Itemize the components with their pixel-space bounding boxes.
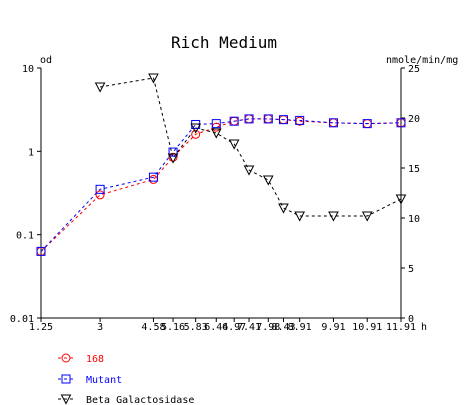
series-1-point: [396, 118, 406, 128]
series-1-point: [95, 184, 105, 194]
series-2-point: [395, 194, 407, 205]
y-left-tick-label: 0.01: [10, 314, 34, 325]
y-right-tick-label: 5: [408, 264, 414, 275]
x-tick-label: 5.16: [161, 322, 185, 333]
series-2-point: [167, 153, 179, 164]
series-1-point: [36, 246, 46, 256]
series-1-point: [362, 119, 372, 129]
y-left-tick-label: 1: [28, 147, 34, 158]
series-1-point: [229, 116, 239, 126]
x-tick-label: 8.43: [271, 322, 295, 333]
legend-label-2: Beta Galactosidase: [86, 395, 194, 405]
x-tick-label: 10.91: [352, 322, 382, 333]
y-right-tick-label: 25: [408, 64, 420, 75]
series-2-point: [361, 211, 373, 222]
x-tick-label: 1.25: [29, 322, 53, 333]
series-2-point: [243, 165, 255, 176]
series-1-point: [295, 115, 305, 125]
series-2-point: [190, 123, 202, 134]
x-tick-label: 3: [97, 322, 103, 333]
series-0-point: [95, 190, 105, 200]
series-2-point: [94, 82, 106, 93]
series-0-point: [168, 152, 178, 162]
x-tick-label: 6.97: [222, 322, 246, 333]
legend-swatch-marker: [61, 353, 71, 363]
series-2-point: [228, 139, 240, 150]
chart-title: Rich Medium: [171, 33, 277, 52]
legend: 168 Mutant Beta Galactosidase: [58, 353, 194, 405]
x-ticks: 1.25 3 4.585.165.836.446.977.417.988.438.9…: [29, 318, 416, 333]
right-y-ticks: 0 5 10 15 20 25: [401, 64, 420, 325]
series-line-2: [100, 77, 402, 217]
series-2-point: [328, 211, 339, 222]
series-2-point: [262, 175, 274, 186]
y-right-tick-label: 0: [408, 314, 414, 325]
y-left-axis-label: od: [40, 55, 52, 66]
series-2-point: [148, 73, 159, 84]
series-0-point: [191, 129, 201, 139]
series-1-point: [278, 115, 288, 125]
x-tick-label: 6.44: [204, 322, 228, 333]
x-tick-label: 8.91: [288, 322, 312, 333]
series-2-point: [210, 128, 222, 139]
series-1-point: [244, 114, 254, 124]
legend-swatch-marker: [60, 394, 72, 405]
legend-label-1: Mutant: [86, 375, 122, 386]
x-tick-label: 5.83: [184, 322, 208, 333]
series-line-0: [40, 118, 402, 252]
series-2-point: [294, 211, 306, 222]
series-1-point: [263, 114, 273, 124]
y-right-tick-label: 20: [408, 114, 420, 125]
x-tick-label: 9.91: [321, 322, 345, 333]
series-1-point: [328, 118, 338, 128]
x-tick-label: 4.58: [141, 322, 165, 333]
series-1-point: [211, 119, 221, 129]
legend-swatch-marker: [61, 374, 71, 384]
y-right-tick-label: 15: [408, 164, 420, 175]
y-right-axis-label: nmole/min/mg: [386, 55, 458, 66]
series-1-point: [168, 147, 178, 157]
y-left-tick-label: 0.1: [16, 231, 34, 242]
x-tick-label: 11.91: [386, 322, 416, 333]
series-line-1: [40, 118, 402, 252]
y-left-tick-label: 10: [22, 64, 34, 75]
x-tick-label: 7.41: [237, 322, 261, 333]
series-1-point: [148, 172, 158, 182]
legend-label-0: 168: [86, 354, 104, 365]
x-tick-label: 7.98: [256, 322, 280, 333]
series-lines: [40, 77, 402, 252]
x-axis-unit-label: h: [421, 322, 427, 333]
y-right-tick-label: 10: [408, 214, 420, 225]
left-y-ticks: 0.01 0.1 1 10: [10, 64, 41, 325]
series-2-point: [278, 203, 289, 214]
series-markers: [36, 73, 407, 256]
